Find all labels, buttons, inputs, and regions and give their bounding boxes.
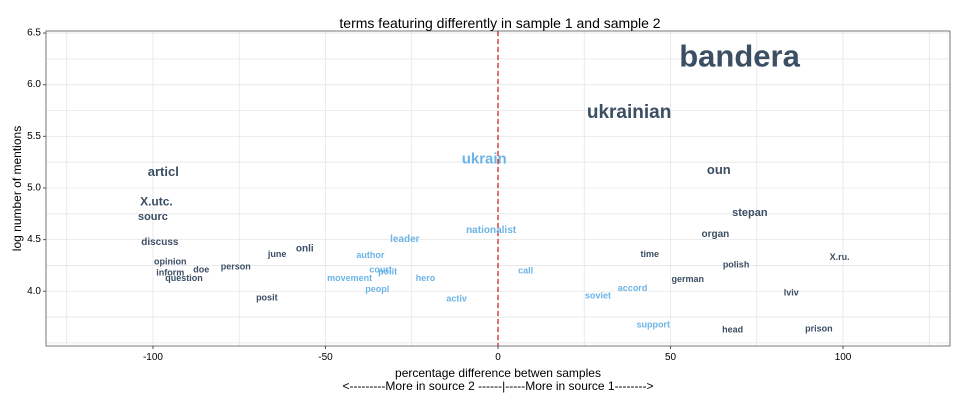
word-label-opinion: opinion	[154, 256, 187, 266]
y-tick-label: 6.0	[27, 79, 41, 90]
word-label-german: german	[672, 274, 705, 284]
word-label-discuss: discuss	[141, 237, 179, 248]
y-tick-label: 5.5	[27, 131, 41, 142]
word-label-movement: movement	[327, 273, 372, 283]
y-tick-label: 4.5	[27, 234, 41, 245]
x-axis-ticks: -100 -50 0 50 100	[143, 346, 852, 363]
word-label-bandera: bandera	[679, 38, 800, 73]
x-tick-label: -50	[318, 352, 333, 363]
word-label-lviv: lviv	[784, 287, 799, 297]
word-label-peopl: peopl	[365, 284, 389, 294]
word-label-oun: oun	[707, 162, 731, 177]
word-label-ukrain: ukrain	[462, 151, 507, 168]
x-tick-label: 0	[495, 352, 501, 363]
word-label-prison: prison	[805, 323, 833, 333]
word-label-inform: inform	[156, 268, 184, 278]
word-label-posit: posit	[256, 292, 278, 302]
word-labels: bandera ukrainian ukrain articl oun X.utc. sou…	[138, 38, 850, 334]
word-label-head: head	[722, 324, 743, 334]
x-tick-label: -100	[143, 352, 163, 363]
word-label-xutc: X.utc.	[140, 194, 173, 208]
word-label-sourc: sourc	[138, 211, 168, 223]
x-tick-label: 100	[835, 352, 852, 363]
word-label-onli: onli	[296, 243, 314, 254]
word-label-polish: polish	[723, 259, 750, 269]
word-label-time: time	[641, 249, 660, 259]
word-label-polit: polit	[378, 267, 397, 277]
word-label-leader: leader	[390, 234, 420, 245]
word-label-activ: activ	[446, 293, 467, 303]
word-label-stepan: stepan	[732, 207, 768, 219]
y-axis-ticks: 4.0 4.5 5.0 5.5 6.0 6.5	[27, 28, 46, 297]
word-label-court: court	[369, 265, 392, 275]
word-label-soviet: soviet	[585, 290, 611, 300]
word-label-ukrainian: ukrainian	[587, 102, 671, 123]
x-tick-label: 50	[665, 352, 677, 363]
y-axis-label: log number of mentions	[10, 126, 24, 251]
y-tick-label: 6.5	[27, 28, 41, 39]
word-label-accord: accord	[618, 283, 648, 293]
word-label-articl: articl	[148, 164, 179, 179]
y-tick-label: 5.0	[27, 182, 41, 193]
word-label-support: support	[637, 319, 671, 329]
word-label-june: june	[267, 249, 287, 259]
word-label-question: question	[165, 273, 203, 283]
word-label-author: author	[356, 250, 384, 260]
x-axis-label: percentage difference betwen samples	[395, 366, 601, 380]
word-label-organ: organ	[701, 229, 729, 240]
chart-title: terms featuring differently in sample 1 …	[339, 15, 660, 31]
word-label-doe: doe	[193, 265, 209, 275]
word-label-call: call	[518, 266, 533, 276]
word-label-hero: hero	[416, 273, 436, 283]
word-label-nationalist: nationalist	[466, 225, 517, 236]
word-label-person: person	[221, 261, 251, 271]
x-axis-direction-label: <---------More in source 2 ------|-----M…	[342, 379, 653, 393]
y-tick-label: 4.0	[27, 286, 41, 297]
word-label-xru: X.ru.	[830, 252, 850, 262]
